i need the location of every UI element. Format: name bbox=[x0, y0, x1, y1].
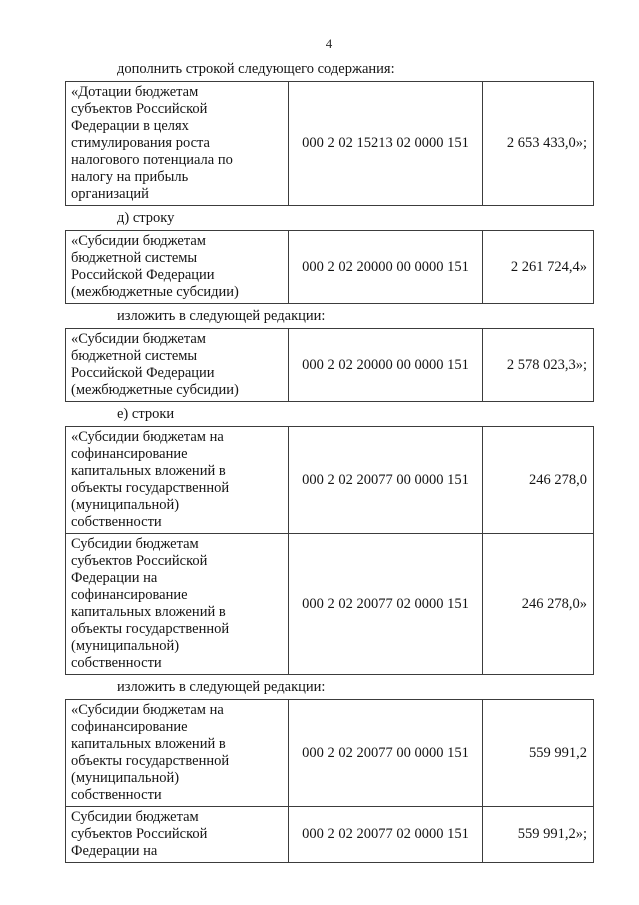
budget-table-sofinansirovanie-old: «Субсидии бюджетам на софинансирование к… bbox=[65, 426, 594, 675]
row-name-cell: Субсидии бюджетам субъектов Российской Ф… bbox=[65, 533, 289, 675]
page-number: 4 bbox=[325, 36, 333, 51]
table-row: «Субсидии бюджетам на софинансирование к… bbox=[65, 699, 594, 807]
row-name-cell: «Субсидии бюджетам на софинансирование к… bbox=[65, 426, 289, 534]
budget-table-subsidii-old: «Субсидии бюджетам бюджетной системы Рос… bbox=[65, 230, 594, 304]
paragraph-item-d: д) строку bbox=[117, 210, 175, 226]
row-amount-cell: 559 991,2 bbox=[482, 699, 594, 807]
page-content: 4 дополнить строкой следующего содержани… bbox=[65, 36, 594, 863]
row-name-cell: «Субсидии бюджетам бюджетной системы Рос… bbox=[65, 230, 289, 304]
table-row: Субсидии бюджетам субъектов Российской Ф… bbox=[65, 533, 594, 675]
row-amount-cell: 246 278,0» bbox=[482, 533, 594, 675]
row-amount-cell: 246 278,0 bbox=[482, 426, 594, 534]
budget-table-sofinansirovanie-new: «Субсидии бюджетам на софинансирование к… bbox=[65, 699, 594, 863]
row-amount-cell: 2 653 433,0»; bbox=[482, 81, 594, 206]
row-name-cell: «Дотации бюджетам субъектов Российской Ф… bbox=[65, 81, 289, 206]
table-row: «Дотации бюджетам субъектов Российской Ф… bbox=[65, 81, 594, 206]
row-code-cell: 000 2 02 20000 00 0000 151 bbox=[288, 328, 483, 402]
row-code-cell: 000 2 02 20077 02 0000 151 bbox=[288, 533, 483, 675]
row-name-cell: Субсидии бюджетам субъектов Российской Ф… bbox=[65, 806, 289, 863]
paragraph-restate-2: изложить в следующей редакции: bbox=[117, 679, 326, 695]
row-code-cell: 000 2 02 15213 02 0000 151 bbox=[288, 81, 483, 206]
row-name-cell: «Субсидии бюджетам на софинансирование к… bbox=[65, 699, 289, 807]
budget-table-dotacii: «Дотации бюджетам субъектов Российской Ф… bbox=[65, 81, 594, 206]
row-amount-cell: 559 991,2»; bbox=[482, 806, 594, 863]
row-code-cell: 000 2 02 20000 00 0000 151 bbox=[288, 230, 483, 304]
paragraph-restate-1: изложить в следующей редакции: bbox=[117, 308, 326, 324]
table-row: «Субсидии бюджетам на софинансирование к… bbox=[65, 426, 594, 534]
row-code-cell: 000 2 02 20077 02 0000 151 bbox=[288, 806, 483, 863]
row-code-cell: 000 2 02 20077 00 0000 151 bbox=[288, 426, 483, 534]
row-name-cell: «Субсидии бюджетам бюджетной системы Рос… bbox=[65, 328, 289, 402]
paragraph-add-row: дополнить строкой следующего содержания: bbox=[117, 61, 395, 77]
row-code-cell: 000 2 02 20077 00 0000 151 bbox=[288, 699, 483, 807]
table-row: Субсидии бюджетам субъектов Российской Ф… bbox=[65, 806, 594, 863]
paragraph-item-e: е) строки bbox=[117, 406, 175, 422]
row-amount-cell: 2 578 023,3»; bbox=[482, 328, 594, 402]
table-row: «Субсидии бюджетам бюджетной системы Рос… bbox=[65, 328, 594, 402]
table-row: «Субсидии бюджетам бюджетной системы Рос… bbox=[65, 230, 594, 304]
row-amount-cell: 2 261 724,4» bbox=[482, 230, 594, 304]
budget-table-subsidii-new: «Субсидии бюджетам бюджетной системы Рос… bbox=[65, 328, 594, 402]
